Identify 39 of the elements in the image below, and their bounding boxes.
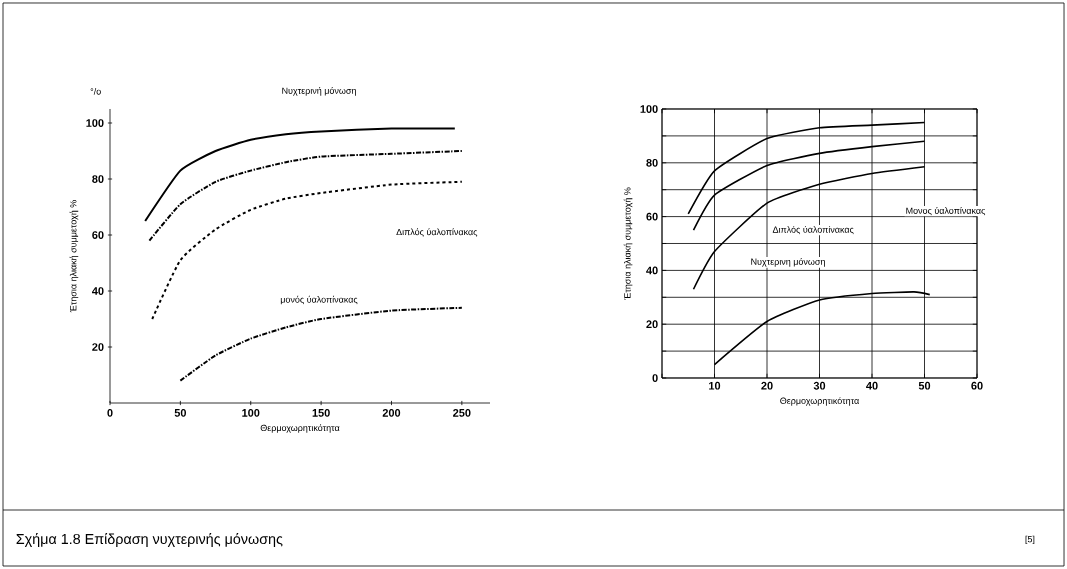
annotation: Διπλός ύαλοπίνακας xyxy=(772,225,854,235)
x-tick-label: 250 xyxy=(453,408,471,417)
y-tick-label: 0 xyxy=(652,374,658,382)
y-tick-label: 80 xyxy=(92,175,104,183)
text: °/o xyxy=(90,88,101,95)
x-tick-label: 200 xyxy=(382,408,401,417)
x-tick-label: 150 xyxy=(312,408,330,417)
text: [5] xyxy=(1025,535,1035,545)
x-tick-label: 60 xyxy=(971,381,983,390)
x-axis-title: Θερμοχωρητικότητα xyxy=(260,424,340,433)
x-tick-label: 10 xyxy=(709,381,721,390)
y-tick-label: 20 xyxy=(92,343,104,351)
annotation: Διπλός ύαλοπίνακας xyxy=(396,228,478,237)
annotation: Μονος ύαλοπίνακας xyxy=(906,207,986,216)
y-tick-label: 40 xyxy=(646,266,658,275)
x-tick-label: 0 xyxy=(107,408,113,417)
y-tick-label: 60 xyxy=(92,231,104,239)
x-tick-label: 40 xyxy=(866,381,878,390)
y-axis-title: Έτησια ηλιακή συμμετοχή % xyxy=(69,200,79,313)
y-tick-label: 100 xyxy=(640,105,658,113)
line-series xyxy=(179,306,463,382)
y-tick-label: 100 xyxy=(86,119,104,127)
text: Σχήμα 1.8 Επίδραση νυχτερινής μόνωσης xyxy=(16,533,283,547)
text: Νυχτερινή μόνωση xyxy=(282,87,356,96)
y-tick-label: 60 xyxy=(646,212,658,221)
x-tick-label: 50 xyxy=(174,408,187,417)
x-tick-label: 50 xyxy=(918,381,931,390)
line-series xyxy=(713,291,931,366)
annotation: Νυχτερινη μόνωση xyxy=(751,258,825,267)
line-series xyxy=(144,127,456,222)
y-tick-label: 20 xyxy=(646,320,658,329)
y-axis-title: Έτησια ηλιακή συμμετοχή % xyxy=(623,187,633,300)
annotation: μονός ύαλοπίνακας xyxy=(280,295,358,305)
y-tick-label: 40 xyxy=(92,287,104,295)
x-tick-label: 30 xyxy=(813,381,826,390)
x-tick-label: 100 xyxy=(242,408,260,417)
x-tick-label: 20 xyxy=(761,381,773,390)
y-tick-label: 80 xyxy=(646,158,658,167)
x-axis-title: Θερμοχωρητικότητα xyxy=(780,397,859,406)
